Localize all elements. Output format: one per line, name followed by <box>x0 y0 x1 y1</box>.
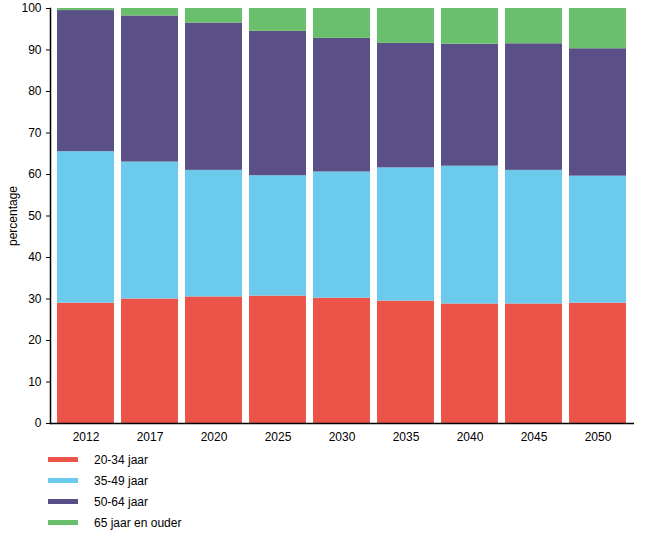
html-text:65 jaar en ouder: 65 jaar en ouder <box>94 515 182 530</box>
html-text:20-34 jaar: 20-34 jaar <box>94 452 148 467</box>
svg-text:20: 20 <box>28 333 42 347</box>
html-text:35-49 jaar: 35-49 jaar <box>94 473 148 488</box>
svg-text:0: 0 <box>35 416 42 430</box>
svg-text:40: 40 <box>28 250 42 264</box>
svg-text:2012: 2012 <box>73 430 100 444</box>
svg-text:2025: 2025 <box>265 430 292 444</box>
svg-text:80: 80 <box>28 84 42 98</box>
svg-text:2050: 2050 <box>585 430 612 444</box>
svg-text:2035: 2035 <box>393 430 420 444</box>
svg-text:50: 50 <box>28 209 42 223</box>
svg-text:90: 90 <box>28 43 42 57</box>
svg-text:60: 60 <box>28 167 42 181</box>
svg-text:percentage: percentage <box>6 186 20 246</box>
svg-text:100: 100 <box>21 1 41 15</box>
svg-text:2040: 2040 <box>457 430 484 444</box>
svg-text:2030: 2030 <box>329 430 356 444</box>
svg-text:30: 30 <box>28 292 42 306</box>
html-text:50-64 jaar: 50-64 jaar <box>94 494 148 509</box>
svg-text:2045: 2045 <box>521 430 548 444</box>
svg-text:10: 10 <box>28 375 42 389</box>
svg-text:2017: 2017 <box>137 430 164 444</box>
svg-text:70: 70 <box>28 126 42 140</box>
svg-text:2020: 2020 <box>201 430 228 444</box>
